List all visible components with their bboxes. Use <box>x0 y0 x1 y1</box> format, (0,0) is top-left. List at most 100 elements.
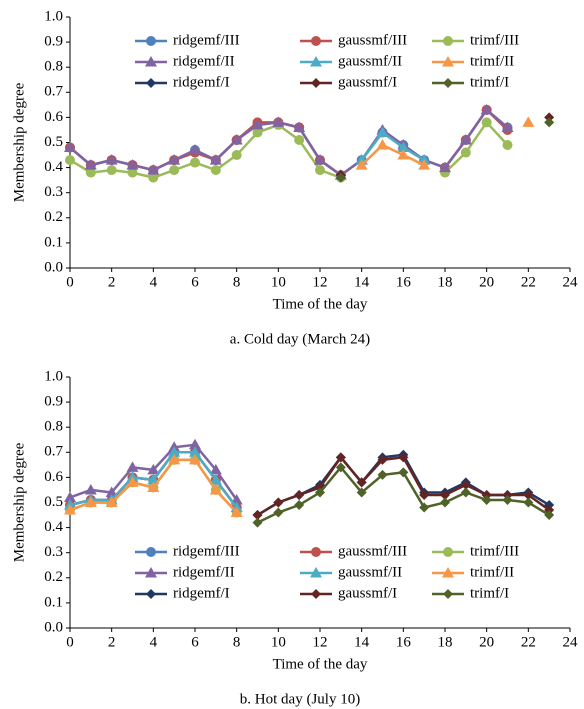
x-tick-label: 14 <box>354 634 370 650</box>
marker <box>273 507 284 518</box>
marker <box>231 150 242 161</box>
marker <box>502 489 513 500</box>
legend-label: ridgemf/III <box>173 32 240 48</box>
marker <box>481 117 492 128</box>
marker <box>189 446 201 457</box>
marker <box>294 134 305 145</box>
marker <box>377 454 388 465</box>
marker <box>64 491 76 502</box>
marker <box>376 139 389 150</box>
marker <box>189 438 201 450</box>
legend-label: gaussmf/II <box>338 564 402 580</box>
marker <box>84 496 97 507</box>
marker <box>443 589 453 599</box>
legend-label: trimf/II <box>470 564 514 580</box>
y-tick-label: 0.6 <box>44 109 63 125</box>
marker <box>146 547 156 557</box>
marker <box>544 505 555 516</box>
x-tick-label: 18 <box>438 634 453 650</box>
marker <box>230 133 243 145</box>
x-tick-label: 16 <box>396 634 412 650</box>
x-tick-label: 2 <box>108 274 116 290</box>
marker <box>311 547 321 557</box>
marker <box>85 167 96 178</box>
marker <box>126 159 139 170</box>
y-tick-label: 0.3 <box>44 544 63 560</box>
marker <box>311 589 321 599</box>
marker <box>460 479 471 490</box>
marker <box>146 78 156 88</box>
marker <box>522 116 535 127</box>
x-tick-label: 8 <box>233 634 241 650</box>
y-tick-label: 0.0 <box>44 619 63 635</box>
marker <box>315 165 325 176</box>
y-tick-label: 0.9 <box>44 34 63 50</box>
marker <box>251 118 264 130</box>
y-tick-label: 0.3 <box>44 184 63 200</box>
marker <box>314 154 326 165</box>
marker <box>311 36 321 46</box>
marker <box>335 172 346 183</box>
marker <box>147 463 160 475</box>
marker <box>502 494 513 505</box>
marker <box>443 547 453 557</box>
x-tick-label: 10 <box>271 634 286 650</box>
marker <box>168 154 181 165</box>
marker <box>127 167 138 178</box>
x-tick-label: 22 <box>521 634 536 650</box>
x-tick-label: 6 <box>191 634 199 650</box>
marker <box>442 567 454 578</box>
marker <box>480 103 493 115</box>
marker <box>397 149 410 160</box>
marker <box>398 452 409 463</box>
legend-label: ridgemf/II <box>173 53 235 69</box>
x-tick-label: 4 <box>150 634 158 650</box>
x-tick-label: 8 <box>233 274 241 290</box>
y-tick-label: 0.1 <box>44 234 63 250</box>
x-tick-label: 4 <box>150 274 158 290</box>
legend-label: ridgemf/I <box>173 74 230 90</box>
marker <box>443 78 453 88</box>
marker <box>501 121 514 132</box>
marker <box>335 462 346 473</box>
marker <box>105 496 118 507</box>
marker <box>147 481 160 492</box>
marker <box>311 78 321 88</box>
marker <box>126 461 139 472</box>
x-tick-label: 0 <box>66 274 74 290</box>
marker <box>377 469 388 480</box>
legend-label: ridgemf/III <box>173 543 240 559</box>
y-axis-label: Membership degree <box>11 442 27 562</box>
marker <box>147 164 160 175</box>
y-tick-label: 0.5 <box>44 134 63 150</box>
x-tick-label: 0 <box>66 634 74 650</box>
x-tick-label: 22 <box>521 274 536 290</box>
marker <box>481 494 492 505</box>
marker <box>209 473 222 485</box>
marker <box>272 116 285 127</box>
x-tick-label: 6 <box>191 274 199 290</box>
y-tick-label: 0.7 <box>44 84 63 100</box>
marker <box>443 36 453 46</box>
marker <box>209 154 222 165</box>
legend-label: trimf/III <box>470 543 519 559</box>
marker <box>442 56 454 67</box>
legend-label: trimf/II <box>470 53 514 69</box>
legend-label: gaussmf/I <box>338 74 397 90</box>
marker <box>460 487 471 498</box>
marker <box>502 140 513 151</box>
marker <box>310 567 322 578</box>
x-tick-label: 10 <box>271 274 286 290</box>
marker <box>294 500 305 511</box>
legend-label: gaussmf/III <box>338 32 407 48</box>
marker <box>544 510 555 521</box>
marker <box>145 56 157 67</box>
marker <box>64 504 76 515</box>
marker <box>169 165 180 176</box>
marker <box>273 497 284 508</box>
marker <box>376 126 389 137</box>
legend-label: gaussmf/II <box>338 53 402 69</box>
marker <box>146 36 156 46</box>
x-tick-label: 20 <box>479 634 494 650</box>
y-tick-label: 0.2 <box>44 209 63 225</box>
